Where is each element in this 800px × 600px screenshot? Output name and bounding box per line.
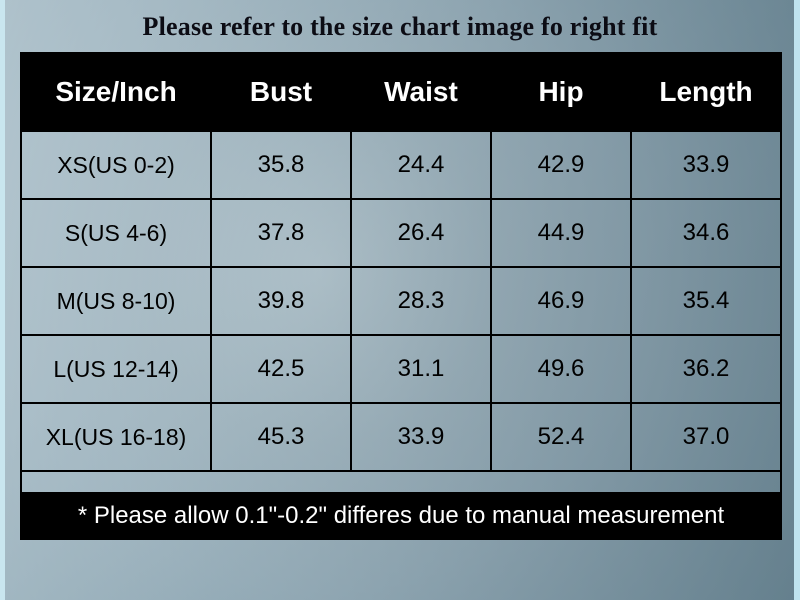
page-title: Please refer to the size chart image fo … <box>20 6 780 52</box>
cell-waist: 31.1 <box>351 335 491 403</box>
cell-bust: 42.5 <box>211 335 351 403</box>
footnote-cell: * Please allow 0.1"-0.2" differes due to… <box>21 493 781 539</box>
cell-bust: 35.8 <box>211 131 351 199</box>
cell-hip: 46.9 <box>491 267 631 335</box>
cell-hip: 52.4 <box>491 403 631 471</box>
cell-size: S(US 4-6) <box>21 199 211 267</box>
table-row: M(US 8-10) 39.8 28.3 46.9 35.4 <box>21 267 781 335</box>
col-header-hip: Hip <box>491 53 631 131</box>
cell-bust: 37.8 <box>211 199 351 267</box>
cell-size: XS(US 0-2) <box>21 131 211 199</box>
table-header: Size/Inch Bust Waist Hip Length <box>21 53 781 131</box>
cell-length: 34.6 <box>631 199 781 267</box>
cell-hip: 44.9 <box>491 199 631 267</box>
cell-size: L(US 12-14) <box>21 335 211 403</box>
cell-length: 36.2 <box>631 335 781 403</box>
cell-waist: 26.4 <box>351 199 491 267</box>
cell-bust: 39.8 <box>211 267 351 335</box>
table-spacer-row <box>21 471 781 493</box>
cell-length: 33.9 <box>631 131 781 199</box>
cell-length: 37.0 <box>631 403 781 471</box>
cell-waist: 33.9 <box>351 403 491 471</box>
col-header-waist: Waist <box>351 53 491 131</box>
table-row: XL(US 16-18) 45.3 33.9 52.4 37.0 <box>21 403 781 471</box>
table-row: S(US 4-6) 37.8 26.4 44.9 34.6 <box>21 199 781 267</box>
col-header-size: Size/Inch <box>21 53 211 131</box>
cell-bust: 45.3 <box>211 403 351 471</box>
cell-size: XL(US 16-18) <box>21 403 211 471</box>
table-body: XS(US 0-2) 35.8 24.4 42.9 33.9 S(US 4-6)… <box>21 131 781 539</box>
cell-length: 35.4 <box>631 267 781 335</box>
col-header-bust: Bust <box>211 53 351 131</box>
cell-size: M(US 8-10) <box>21 267 211 335</box>
table-row: L(US 12-14) 42.5 31.1 49.6 36.2 <box>21 335 781 403</box>
size-chart-table: Size/Inch Bust Waist Hip Length XS(US 0-… <box>20 52 782 540</box>
col-header-length: Length <box>631 53 781 131</box>
cell-waist: 28.3 <box>351 267 491 335</box>
size-chart-container: Please refer to the size chart image fo … <box>0 0 800 600</box>
table-row: XS(US 0-2) 35.8 24.4 42.9 33.9 <box>21 131 781 199</box>
cell-waist: 24.4 <box>351 131 491 199</box>
cell-hip: 49.6 <box>491 335 631 403</box>
table-header-row: Size/Inch Bust Waist Hip Length <box>21 53 781 131</box>
cell-hip: 42.9 <box>491 131 631 199</box>
spacer-cell <box>21 471 781 493</box>
table-footnote-row: * Please allow 0.1"-0.2" differes due to… <box>21 493 781 539</box>
